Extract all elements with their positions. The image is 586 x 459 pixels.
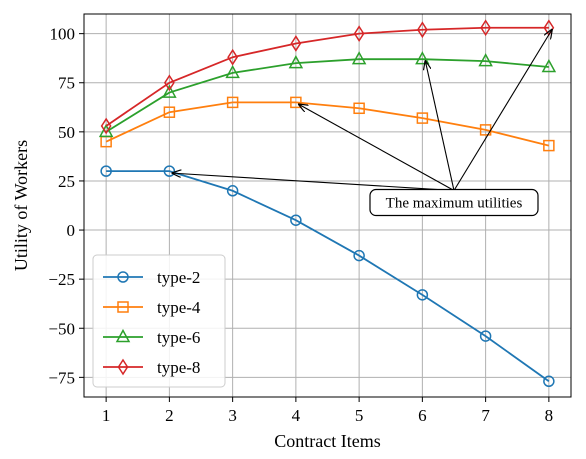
data-point xyxy=(415,51,430,65)
data-point xyxy=(100,117,112,135)
x-tick-label: 7 xyxy=(481,406,490,425)
annotation-arrow xyxy=(299,104,455,191)
y-tick-label: 50 xyxy=(58,123,75,142)
data-point xyxy=(416,112,429,124)
plot-frame xyxy=(83,13,572,398)
series-line xyxy=(105,58,549,133)
data-point xyxy=(543,375,555,388)
annotation-arrow xyxy=(453,30,552,191)
data-point xyxy=(227,48,239,66)
x-tick-label: 4 xyxy=(292,406,301,425)
legend-marker xyxy=(117,358,129,376)
annotation-arrow xyxy=(172,173,455,192)
data-point xyxy=(416,289,429,301)
data-point xyxy=(478,53,493,67)
series-type-6 xyxy=(98,51,557,138)
x-tick-label: 8 xyxy=(545,406,554,425)
series-line xyxy=(105,26,549,127)
x-tick-label: 6 xyxy=(418,406,427,425)
data-point xyxy=(225,64,240,79)
y-tick-label: 75 xyxy=(58,74,75,93)
legend-marker xyxy=(115,328,131,343)
annotation-arrow xyxy=(425,61,455,191)
y-tick-label: 25 xyxy=(58,172,75,191)
annotation: The maximum utilities xyxy=(172,30,552,217)
data-point xyxy=(226,185,239,197)
data-point xyxy=(541,58,557,73)
data-point xyxy=(163,106,176,118)
data-point xyxy=(353,249,365,262)
y-tick-label: 0 xyxy=(67,221,76,240)
y-tick-label: −75 xyxy=(48,368,75,387)
series-type-4 xyxy=(100,96,555,152)
legend-marker xyxy=(117,301,129,313)
x-axis-label: Contract Items xyxy=(274,431,380,451)
y-tick-label: −50 xyxy=(48,319,75,338)
y-tick-label: 100 xyxy=(50,25,76,44)
legend-label: type-2 xyxy=(157,268,200,287)
x-tick-label: 3 xyxy=(228,406,237,425)
axis-ticks: 1 2 3 4 5 6 7 8 −75 −50 −25 0 25 50 75 100 xyxy=(48,25,553,425)
legend-label: type-4 xyxy=(157,298,201,317)
data-point xyxy=(290,35,302,52)
data-point xyxy=(100,165,112,177)
x-tick-label: 2 xyxy=(165,406,174,425)
data-point xyxy=(162,84,177,98)
legend-entry-type-6: type-6 xyxy=(103,328,200,347)
legend-marker xyxy=(117,271,129,283)
data-point xyxy=(351,51,367,65)
data-point xyxy=(288,55,304,69)
y-axis-label: Utility of Workers xyxy=(11,140,31,271)
data-point xyxy=(290,214,302,226)
data-point xyxy=(416,21,428,39)
data-point xyxy=(480,19,492,37)
x-tick-label: 1 xyxy=(102,406,111,425)
legend-frame xyxy=(92,254,226,388)
legend: type-2 type-4 type-6 type-8 xyxy=(92,254,226,388)
data-point xyxy=(226,96,239,109)
y-tick-label: −25 xyxy=(48,270,75,289)
legend-entry-type-8: type-8 xyxy=(103,358,200,377)
data-point xyxy=(290,96,302,109)
annotation-box xyxy=(369,188,539,217)
legend-entry-type-2: type-2 xyxy=(103,268,200,287)
data-point xyxy=(543,139,555,152)
legend-entry-type-4: type-4 xyxy=(103,298,201,317)
data-point xyxy=(353,102,365,115)
series-line xyxy=(105,101,550,147)
data-point xyxy=(353,25,365,43)
annotation-text: The maximum utilities xyxy=(386,196,523,212)
x-tick-label: 5 xyxy=(355,406,364,425)
data-point xyxy=(479,330,492,342)
data-point xyxy=(163,74,175,92)
legend-label: type-6 xyxy=(157,328,200,347)
data-point xyxy=(98,123,114,138)
legend-label: type-8 xyxy=(157,358,200,377)
series-type-8 xyxy=(100,19,555,135)
